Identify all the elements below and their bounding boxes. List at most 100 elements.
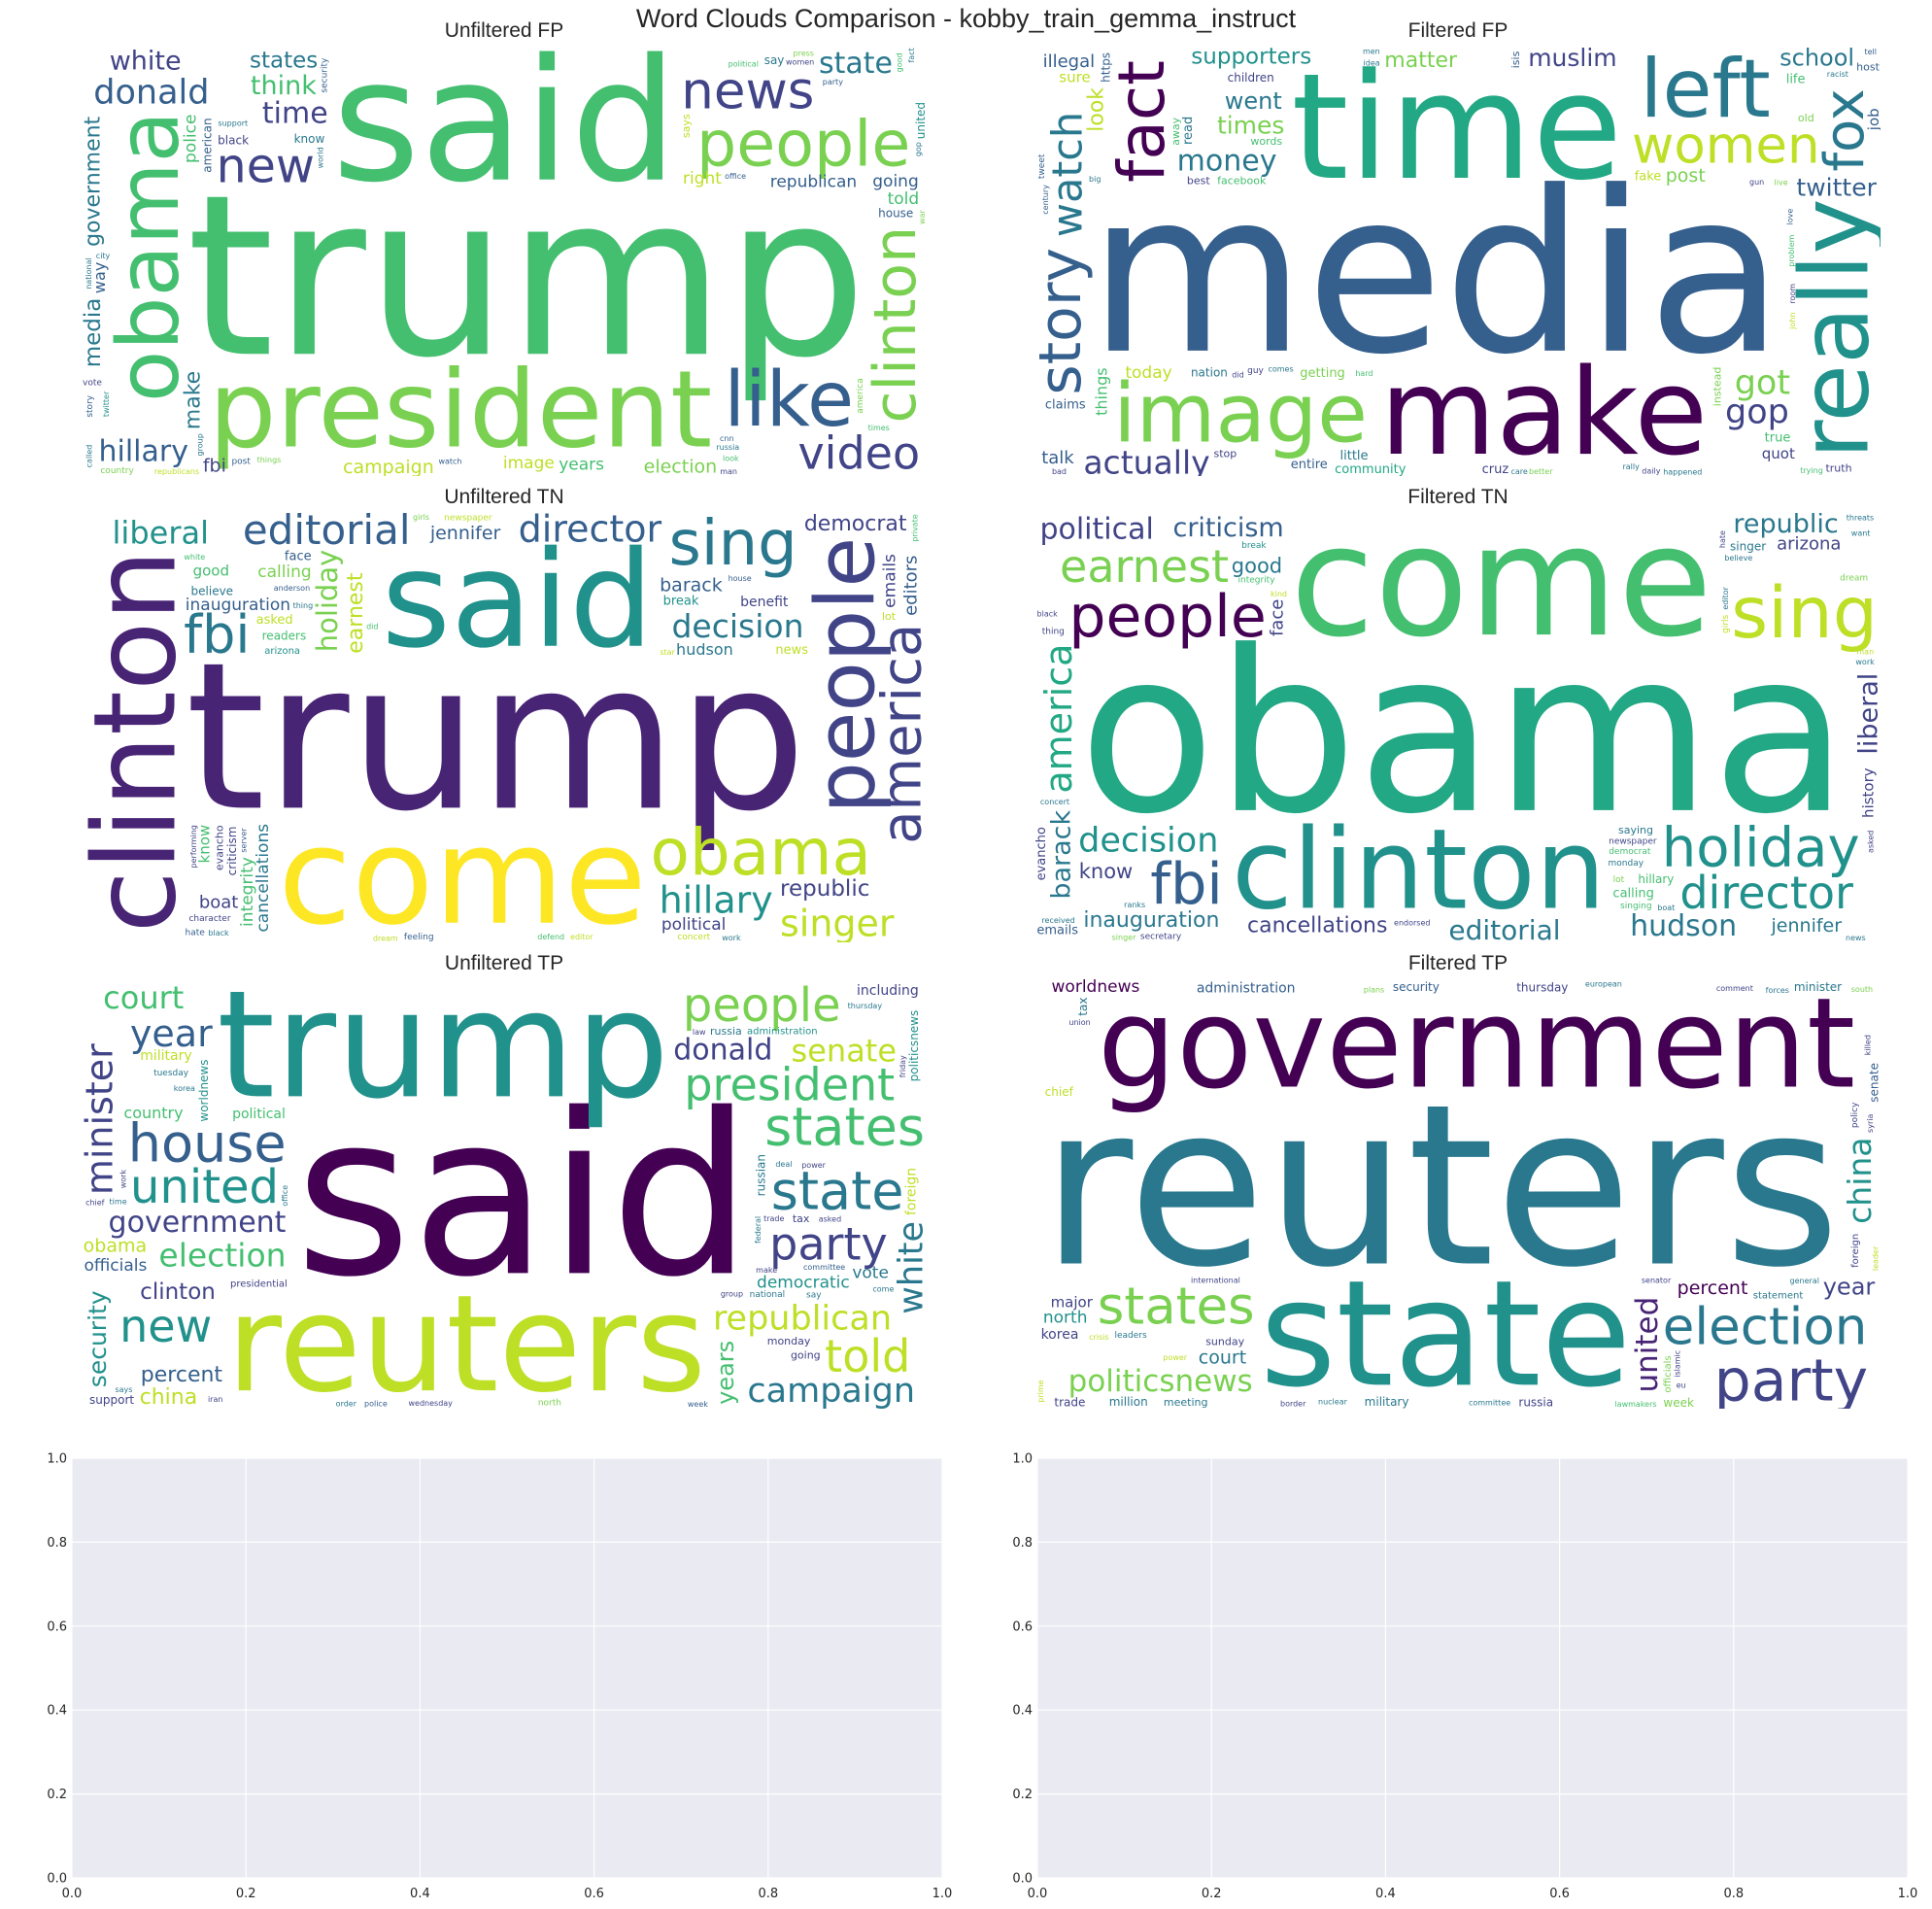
y-tick-label: 0.4 bbox=[47, 1704, 67, 1719]
wordcloud-word: received bbox=[1041, 916, 1074, 925]
wordcloud-word: national bbox=[750, 1290, 785, 1300]
wordcloud-word: media bbox=[82, 298, 106, 368]
wordcloud-word: way bbox=[90, 262, 109, 293]
wordcloud-word: worldnews bbox=[1052, 979, 1140, 997]
wordcloud-word: fbi bbox=[184, 604, 250, 665]
wordcloud-word: russian bbox=[755, 1154, 768, 1196]
wordcloud-word: federal bbox=[754, 1216, 763, 1244]
wordcloud-word: boat bbox=[1657, 903, 1675, 912]
wordcloud-word: saying bbox=[1618, 824, 1653, 836]
wordcloud-word: meeting bbox=[1164, 1396, 1208, 1409]
wordcloud-word: law bbox=[693, 1028, 706, 1037]
x-tick-label: 0.6 bbox=[584, 1887, 604, 1901]
wordcloud-word: live bbox=[1775, 178, 1788, 187]
wordcloud-word: country bbox=[100, 466, 134, 476]
wordcloud-word: look bbox=[723, 455, 739, 463]
empty-axes-left: 0.0 0.2 0.4 0.6 0.8 1.0 0.0 0.2 0.4 0.6 0.8 1.0 bbox=[39, 1450, 952, 1907]
wordcloud-word: senate bbox=[792, 1033, 897, 1070]
x-tick-label: 0.2 bbox=[1202, 1887, 1222, 1901]
wordcloud-word: come bbox=[872, 1285, 894, 1294]
wordcloud-word: democrat bbox=[804, 513, 907, 536]
wordcloud-word: stop bbox=[1214, 447, 1237, 460]
wordcloud-word: evancho bbox=[213, 825, 225, 870]
y-tick-label: 0.2 bbox=[47, 1788, 67, 1802]
wordcloud-word: know bbox=[196, 825, 214, 864]
wordcloud-word: union bbox=[1068, 1018, 1090, 1027]
wordcloud-word: states bbox=[1098, 1278, 1255, 1337]
wordcloud-word: sing bbox=[668, 513, 797, 580]
wordcloud-word: singer bbox=[1112, 933, 1136, 941]
wordcloud-word: power bbox=[801, 1161, 826, 1170]
wordcloud-word: actually bbox=[1083, 443, 1209, 476]
wordcloud-word: boat bbox=[199, 892, 239, 912]
wordcloud-panel-unfiltered-tp: Unfiltered TP said trump reuters president g… bbox=[82, 952, 927, 1409]
wordcloud-word: emails bbox=[880, 554, 899, 608]
wordcloud-word: party bbox=[769, 1217, 888, 1270]
wordcloud-word: president bbox=[209, 347, 713, 471]
x-tick-label: 0.6 bbox=[1549, 1887, 1570, 1901]
wordcloud-word: singer bbox=[780, 902, 895, 942]
wordcloud-word: country bbox=[123, 1104, 183, 1122]
wordcloud-word: think bbox=[251, 71, 317, 101]
wordcloud-word: time bbox=[110, 1198, 127, 1207]
wordcloud-word: presidential bbox=[230, 1278, 288, 1289]
wordcloud-word: black bbox=[208, 929, 229, 937]
wordcloud-word: police bbox=[181, 115, 200, 163]
panel-title: Unfiltered TP bbox=[444, 952, 564, 974]
wordcloud-word: cruz bbox=[1482, 462, 1509, 476]
wordcloud-word: happened bbox=[1663, 467, 1702, 476]
wordcloud-word: quot bbox=[1762, 445, 1795, 462]
x-tick-label: 1.0 bbox=[932, 1887, 953, 1901]
wordcloud-word: better bbox=[1529, 467, 1553, 476]
wordcloud-word: benefit bbox=[740, 595, 789, 610]
wordcloud-word: gop bbox=[1725, 392, 1789, 431]
wordcloud-word: administration bbox=[1197, 980, 1296, 996]
wordcloud-word: court bbox=[1199, 1347, 1246, 1369]
wordcloud-word: deal bbox=[775, 1160, 792, 1169]
wordcloud-word: killed bbox=[1863, 1035, 1872, 1055]
wordcloud-word: good bbox=[193, 562, 229, 580]
wordcloud-word: say bbox=[764, 53, 785, 67]
wordcloud-word: donald bbox=[93, 74, 209, 113]
wordcloud-word: work bbox=[1855, 658, 1875, 666]
x-tick-label: 0.8 bbox=[1723, 1887, 1744, 1901]
wordcloud-word: dream bbox=[1840, 573, 1868, 583]
wordcloud-panel-unfiltered-fp: Unfiltered FP trump said president people ob… bbox=[82, 19, 927, 476]
wordcloud-word: watch bbox=[438, 457, 461, 465]
wordcloud-word: come bbox=[278, 799, 647, 942]
wordcloud-word: election bbox=[1663, 1297, 1868, 1356]
wordcloud-word: tuesday bbox=[153, 1069, 189, 1078]
wordcloud-canvas: media time make image women really fact left sto… bbox=[1035, 47, 1881, 476]
wordcloud-word: jennifer bbox=[1771, 915, 1843, 937]
wordcloud-word: court bbox=[103, 979, 184, 1016]
wordcloud-word: states bbox=[250, 49, 318, 74]
wordcloud-panel-filtered-tn: Filtered TN obama come clinton people holida… bbox=[1035, 486, 1881, 942]
wordcloud-word: inauguration bbox=[186, 596, 290, 615]
wordcloud-word: friday bbox=[898, 1055, 907, 1077]
wordcloud-word: life bbox=[1786, 73, 1806, 87]
wordcloud-word: hate bbox=[1718, 530, 1727, 548]
wordcloud-word: concert bbox=[1040, 798, 1069, 806]
wordcloud-word: america bbox=[1037, 644, 1080, 794]
wordcloud-word: republicans bbox=[154, 467, 199, 476]
wordcloud-word: major bbox=[1051, 1294, 1094, 1312]
wordcloud-word: asked bbox=[256, 613, 293, 628]
wordcloud-word: nation bbox=[1191, 366, 1228, 380]
wordcloud-word: support bbox=[89, 1393, 134, 1407]
wordcloud-word: police bbox=[364, 1400, 388, 1409]
wordcloud-word: know bbox=[294, 132, 325, 146]
wordcloud-word: evancho bbox=[1035, 827, 1049, 880]
wordcloud-word: going bbox=[872, 172, 918, 191]
wordcloud-word: problem bbox=[1787, 234, 1796, 266]
empty-axes-svg: 0.0 0.2 0.4 0.6 0.8 1.0 0.0 0.2 0.4 0.6 0.8 1.0 bbox=[47, 1452, 953, 1902]
wordcloud-word: say bbox=[806, 1290, 822, 1300]
figure-title: Word Clouds Comparison - kobby_train_gem… bbox=[635, 4, 1297, 33]
wordcloud-word: hard bbox=[1355, 369, 1373, 378]
wordcloud-word: server bbox=[240, 828, 249, 853]
wordcloud-word: russia bbox=[716, 443, 739, 452]
wordcloud-word: senator bbox=[1642, 1276, 1672, 1284]
wordcloud-word: told bbox=[825, 1330, 910, 1382]
wordcloud-word: republican bbox=[770, 173, 857, 192]
wordcloud-word: true bbox=[1765, 431, 1791, 446]
axes-background bbox=[1037, 1458, 1908, 1878]
